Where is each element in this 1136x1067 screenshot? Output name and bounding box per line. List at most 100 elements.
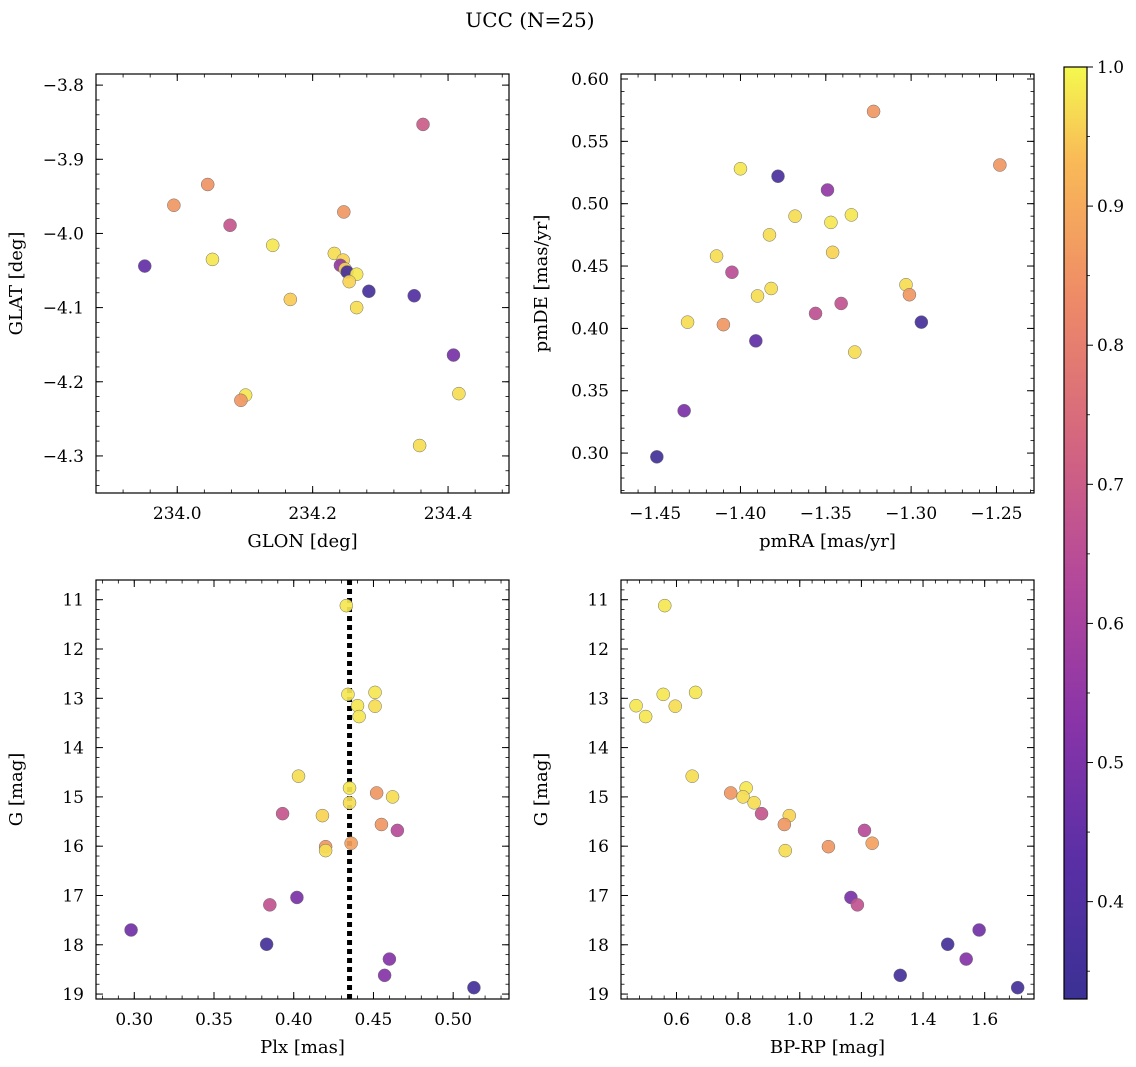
y-tick-label: 11 xyxy=(62,591,84,611)
figure-title: UCC (N=25) xyxy=(465,8,594,32)
scatter-point xyxy=(368,685,382,700)
scatter-point xyxy=(778,843,793,858)
scatter-point xyxy=(362,284,376,299)
y-tick-label: 12 xyxy=(587,640,609,660)
scatter-point xyxy=(914,315,929,329)
colorbar-tick-label: 0.9 xyxy=(1097,197,1124,217)
scatter-point xyxy=(733,162,748,176)
y-tick-label: 0.35 xyxy=(571,382,609,402)
y-tick-label: 19 xyxy=(587,985,609,1005)
scatter-point xyxy=(993,158,1007,172)
scatter-point xyxy=(342,796,357,810)
scatter-point xyxy=(865,836,879,850)
x-tick-label: 234.0 xyxy=(153,504,202,524)
scatter-point xyxy=(259,937,274,952)
y-tick-label: 0.55 xyxy=(571,132,609,152)
scatter-point xyxy=(344,836,358,850)
scatter-point xyxy=(342,274,356,289)
y-tick-label: 0.45 xyxy=(571,257,609,277)
scatter-point xyxy=(390,823,405,838)
scatter-point xyxy=(824,215,838,230)
panel-top-left: 234.0 234.2 234.4 −3.8 −3.9 −4.0 −4.1 −4.2 −4.3 G… xyxy=(6,73,510,552)
scatter-point xyxy=(716,317,731,332)
y-tick-label: 0.40 xyxy=(571,319,609,339)
colorbar-tick-label: 0.7 xyxy=(1097,475,1124,495)
y-tick-label: 0.30 xyxy=(571,444,609,464)
y-tick-label: −3.8 xyxy=(43,76,84,96)
scatter-points xyxy=(650,104,1007,464)
x-tick-label: 0.40 xyxy=(275,1010,313,1030)
scatter-point xyxy=(342,781,357,795)
scatter-point xyxy=(407,288,421,303)
scatter-point xyxy=(467,980,481,995)
scatter-point xyxy=(825,245,840,260)
scatter-point xyxy=(137,259,152,273)
x-tick-label: 1.0 xyxy=(786,1010,813,1030)
scatter-point xyxy=(959,952,973,966)
x-tick-label: −1.30 xyxy=(885,504,937,524)
y-tick-label: 0.60 xyxy=(571,70,609,90)
scatter-point xyxy=(848,345,862,359)
scatter-points xyxy=(629,598,1025,995)
scatter-point xyxy=(688,685,703,700)
colorbar-gradient xyxy=(1064,67,1087,999)
x-tick-label: 0.50 xyxy=(434,1010,472,1030)
scatter-point xyxy=(290,890,304,905)
scatter-point xyxy=(452,386,466,401)
scatter-point xyxy=(902,287,917,302)
scatter-point xyxy=(844,208,859,222)
scatter-point xyxy=(124,923,138,937)
axes-frame xyxy=(620,579,1035,1000)
colorbar-tick-label: 0.5 xyxy=(1097,754,1124,774)
y-axis-label: G [mag] xyxy=(531,753,552,826)
y-tick-label: −3.9 xyxy=(43,150,84,170)
colorbar: 0.4 0.5 0.6 0.7 0.8 0.9 1.0 xyxy=(1063,58,1124,1000)
scatter-point xyxy=(385,790,400,804)
x-tick-label: 0.45 xyxy=(355,1010,393,1030)
scatter-point xyxy=(685,769,699,783)
scatter-point xyxy=(680,315,695,329)
colorbar-tick-label: 0.4 xyxy=(1097,893,1124,913)
scatter-point xyxy=(352,709,366,724)
scatter-point xyxy=(723,786,738,800)
y-tick-label: 14 xyxy=(587,739,609,759)
scatter-point xyxy=(416,117,430,132)
scatter-point xyxy=(750,289,765,303)
scatter-point xyxy=(777,817,792,832)
panel-bottom-left: 0.30 0.35 0.40 0.45 0.50 11 12 13 14 15 16 17 18 19 Pl… xyxy=(6,579,510,1058)
colorbar-tick-label: 1.0 xyxy=(1097,58,1124,78)
y-tick-label: 13 xyxy=(587,689,609,709)
panel-bottom-right: 0.6 0.8 1.0 1.2 1.4 1.6 11 12 13 14 15 16 17 18 19 BP-R… xyxy=(531,579,1035,1058)
x-tick-label: 234.2 xyxy=(288,504,337,524)
x-axis-label: GLON [deg] xyxy=(247,531,357,552)
scatter-point xyxy=(337,205,351,219)
scatter-point xyxy=(866,104,881,119)
scatter-point xyxy=(821,839,836,854)
scatter-point xyxy=(234,393,248,408)
colorbar-tick-label: 0.6 xyxy=(1097,614,1124,634)
scatter-point xyxy=(788,209,802,223)
y-tick-label: 18 xyxy=(587,936,609,956)
scatter-point xyxy=(369,786,384,800)
panels: 234.0 234.2 234.4 −3.8 −3.9 −4.0 −4.1 −4.2 −4.3 G… xyxy=(6,70,1035,1058)
x-tick-label: −1.45 xyxy=(629,504,681,524)
scatter-point xyxy=(754,806,769,821)
y-tick-label: 12 xyxy=(62,640,84,660)
scatter-point xyxy=(736,790,750,804)
axes-frame xyxy=(620,73,1035,494)
y-tick-label: 16 xyxy=(587,837,609,857)
y-tick-label: −4.2 xyxy=(43,373,84,393)
scatter-point xyxy=(629,698,643,713)
scatter-point xyxy=(275,806,290,821)
scatter-point xyxy=(940,937,955,952)
scatter-point xyxy=(315,808,330,823)
scatter-point xyxy=(834,296,848,311)
scatter-point xyxy=(638,709,653,724)
scatter-point xyxy=(764,281,778,296)
panel-top-right: −1.45 −1.40 −1.35 −1.30 −1.25 0.30 0.35 0.40 0.4… xyxy=(531,70,1035,552)
y-tick-label: 15 xyxy=(587,788,609,808)
y-tick-label: 15 xyxy=(62,788,84,808)
x-tick-label: 0.8 xyxy=(725,1010,752,1030)
scatter-point xyxy=(223,218,237,233)
